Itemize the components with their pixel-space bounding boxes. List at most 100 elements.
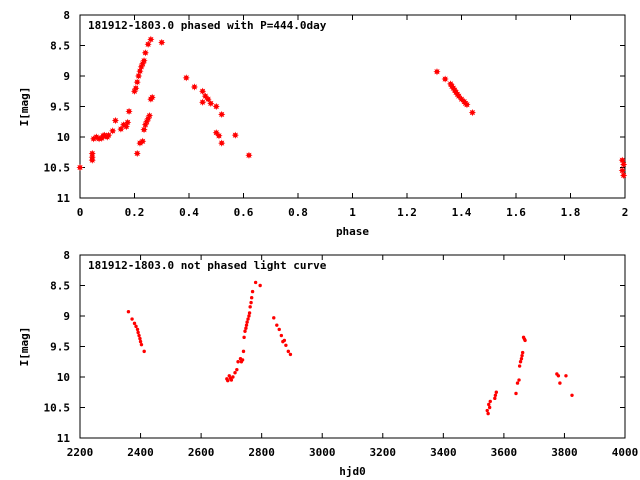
data-point — [244, 323, 249, 327]
data-point — [247, 314, 251, 318]
y-tick-label: 9.5 — [50, 101, 70, 114]
data-point — [250, 289, 255, 294]
data-point — [519, 357, 524, 361]
x-tick-label: 3800 — [551, 446, 578, 459]
data-point — [243, 329, 247, 333]
data-point — [139, 342, 144, 347]
x-tick-label: 2800 — [248, 446, 275, 459]
y-axis-label: I[mag] — [18, 87, 31, 127]
data-point — [231, 375, 235, 379]
data-point — [515, 381, 520, 385]
data-point — [158, 38, 166, 47]
x-tick-label: 1.8 — [561, 206, 581, 219]
data-point — [233, 371, 237, 375]
y-tick-label: 8 — [63, 249, 70, 262]
y-tick-label: 8.5 — [50, 40, 70, 53]
y-tick-label: 10.5 — [44, 402, 71, 415]
data-point — [111, 116, 120, 125]
x-tick-label: 3000 — [309, 446, 336, 459]
data-point — [558, 381, 562, 385]
data-point — [485, 408, 489, 413]
data-point — [520, 353, 524, 358]
y-tick-label: 9 — [63, 310, 70, 323]
y-tick-label: 10 — [57, 371, 70, 384]
data-point — [134, 72, 143, 80]
data-point — [145, 112, 154, 120]
y-tick-label: 10.5 — [44, 162, 71, 175]
data-point — [618, 166, 626, 175]
data-point — [433, 68, 441, 76]
data-point — [138, 339, 143, 344]
data-point — [138, 336, 142, 341]
data-point — [142, 349, 146, 354]
data-point — [249, 300, 253, 305]
data-point — [229, 378, 234, 382]
data-point — [517, 378, 521, 382]
data-point — [105, 131, 113, 139]
data-point — [523, 338, 527, 343]
data-point — [288, 352, 293, 357]
data-point — [242, 335, 246, 340]
data-point — [148, 93, 156, 101]
x-axis-label: hjd0 — [339, 465, 366, 478]
data-point — [556, 374, 561, 378]
data-point — [277, 327, 281, 332]
x-tick-label: 0.8 — [288, 206, 308, 219]
data-point — [493, 393, 498, 397]
data-point — [493, 396, 497, 401]
x-tick-label: 2200 — [67, 446, 94, 459]
data-point — [124, 118, 132, 126]
data-point — [76, 163, 84, 172]
x-tick-label: 3600 — [491, 446, 518, 459]
data-point — [468, 109, 476, 117]
data-point — [518, 360, 523, 364]
x-tick-label: 1 — [349, 206, 356, 219]
data-point — [204, 95, 212, 103]
data-point — [258, 283, 262, 288]
data-point — [284, 343, 288, 347]
y-axis-label: I[mag] — [18, 327, 31, 367]
data-point — [488, 399, 492, 404]
data-point — [218, 139, 226, 147]
data-point — [199, 98, 207, 106]
data-point — [117, 125, 125, 133]
data-point — [236, 360, 240, 364]
data-point — [275, 323, 279, 327]
x-tick-label: 0.4 — [179, 206, 199, 219]
data-point — [88, 156, 96, 164]
data-point — [282, 338, 287, 343]
x-tick-label: 0.2 — [125, 206, 145, 219]
data-point — [147, 35, 155, 43]
data-point — [245, 151, 253, 159]
data-point — [244, 326, 248, 330]
y-tick-label: 9.5 — [50, 341, 70, 354]
y-tick-label: 11 — [57, 432, 71, 445]
x-tick-label: 0 — [77, 206, 84, 219]
y-tick-label: 10 — [57, 131, 70, 144]
data-point — [140, 126, 148, 134]
unphased-light-curve-panel: 181912-1803.0 not phased light curve hjd… — [18, 249, 638, 478]
y-tick-label: 8 — [63, 9, 70, 22]
data-point — [231, 131, 239, 139]
data-point — [620, 160, 628, 169]
data-points — [126, 280, 574, 416]
data-point — [487, 402, 491, 407]
x-tick-label: 4000 — [612, 446, 639, 459]
y-tick-label: 9 — [63, 70, 70, 83]
data-point — [212, 102, 220, 111]
data-point — [132, 84, 140, 92]
data-point — [247, 311, 252, 315]
data-point — [235, 367, 239, 372]
y-tick-label: 8.5 — [50, 280, 70, 293]
data-point — [272, 316, 276, 320]
data-point — [564, 374, 568, 378]
data-point — [520, 350, 525, 355]
x-tick-label: 1.4 — [452, 206, 472, 219]
data-point — [253, 280, 258, 285]
data-point — [246, 317, 250, 321]
data-point — [620, 171, 628, 180]
data-point — [136, 330, 140, 335]
data-point — [570, 393, 574, 397]
data-point — [249, 296, 254, 300]
